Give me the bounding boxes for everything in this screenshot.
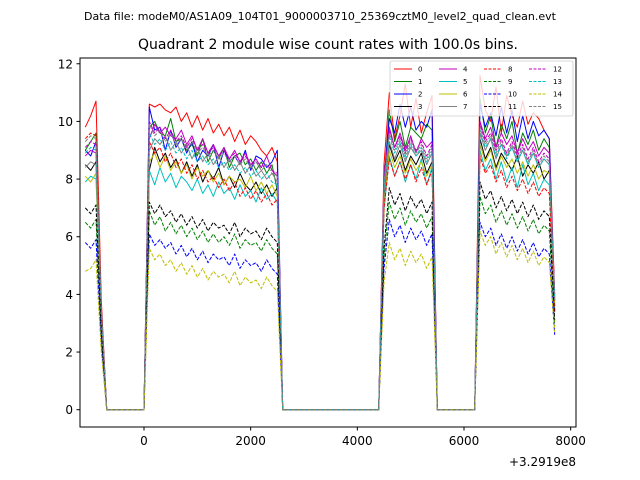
series-line-12 (84, 120, 556, 411)
legend-label-8: 8 (508, 66, 512, 74)
legend-label-13: 13 (553, 78, 562, 86)
y-tick-label: 4 (65, 288, 73, 302)
x-tick-label: 0 (140, 434, 148, 448)
legend-label-10: 10 (508, 91, 517, 99)
legend-label-12: 12 (553, 66, 562, 74)
y-tick-label: 0 (65, 403, 73, 417)
axes-frame (79, 57, 577, 428)
legend-frame (389, 60, 574, 117)
chart-suptitle: Data file: modeM0/AS1A09_104T01_90000037… (84, 10, 557, 23)
x-tick-label: 2000 (235, 434, 266, 448)
legend-label-2: 2 (418, 91, 422, 99)
y-tick-label: 12 (58, 57, 73, 71)
legend-label-14: 14 (553, 91, 562, 99)
legend-label-9: 9 (508, 78, 512, 86)
legend-label-11: 11 (508, 103, 517, 111)
legend-label-3: 3 (418, 103, 422, 111)
legend-label-4: 4 (463, 66, 468, 74)
plot-background (80, 58, 576, 427)
x-offset-label: +3.2919e8 (509, 455, 576, 469)
series-layer (84, 74, 556, 411)
y-tick-label: 2 (65, 346, 73, 360)
legend-label-7: 7 (463, 103, 467, 111)
y-tick-label: 10 (58, 115, 73, 129)
plot-area (80, 58, 576, 427)
legend-label-5: 5 (463, 78, 467, 86)
y-tick-label: 8 (65, 173, 73, 187)
x-tick-label: 8000 (555, 434, 586, 448)
x-tick-label: 4000 (342, 434, 373, 448)
x-tick-label: 6000 (449, 434, 480, 448)
legend-label-0: 0 (418, 66, 422, 74)
legend-label-15: 15 (553, 103, 562, 111)
series-line-15 (84, 123, 556, 411)
legend-label-1: 1 (418, 78, 422, 86)
legend-label-6: 6 (463, 91, 468, 99)
chart-title: Quadrant 2 module wise count rates with … (138, 37, 518, 53)
y-tick-label: 6 (65, 230, 73, 244)
